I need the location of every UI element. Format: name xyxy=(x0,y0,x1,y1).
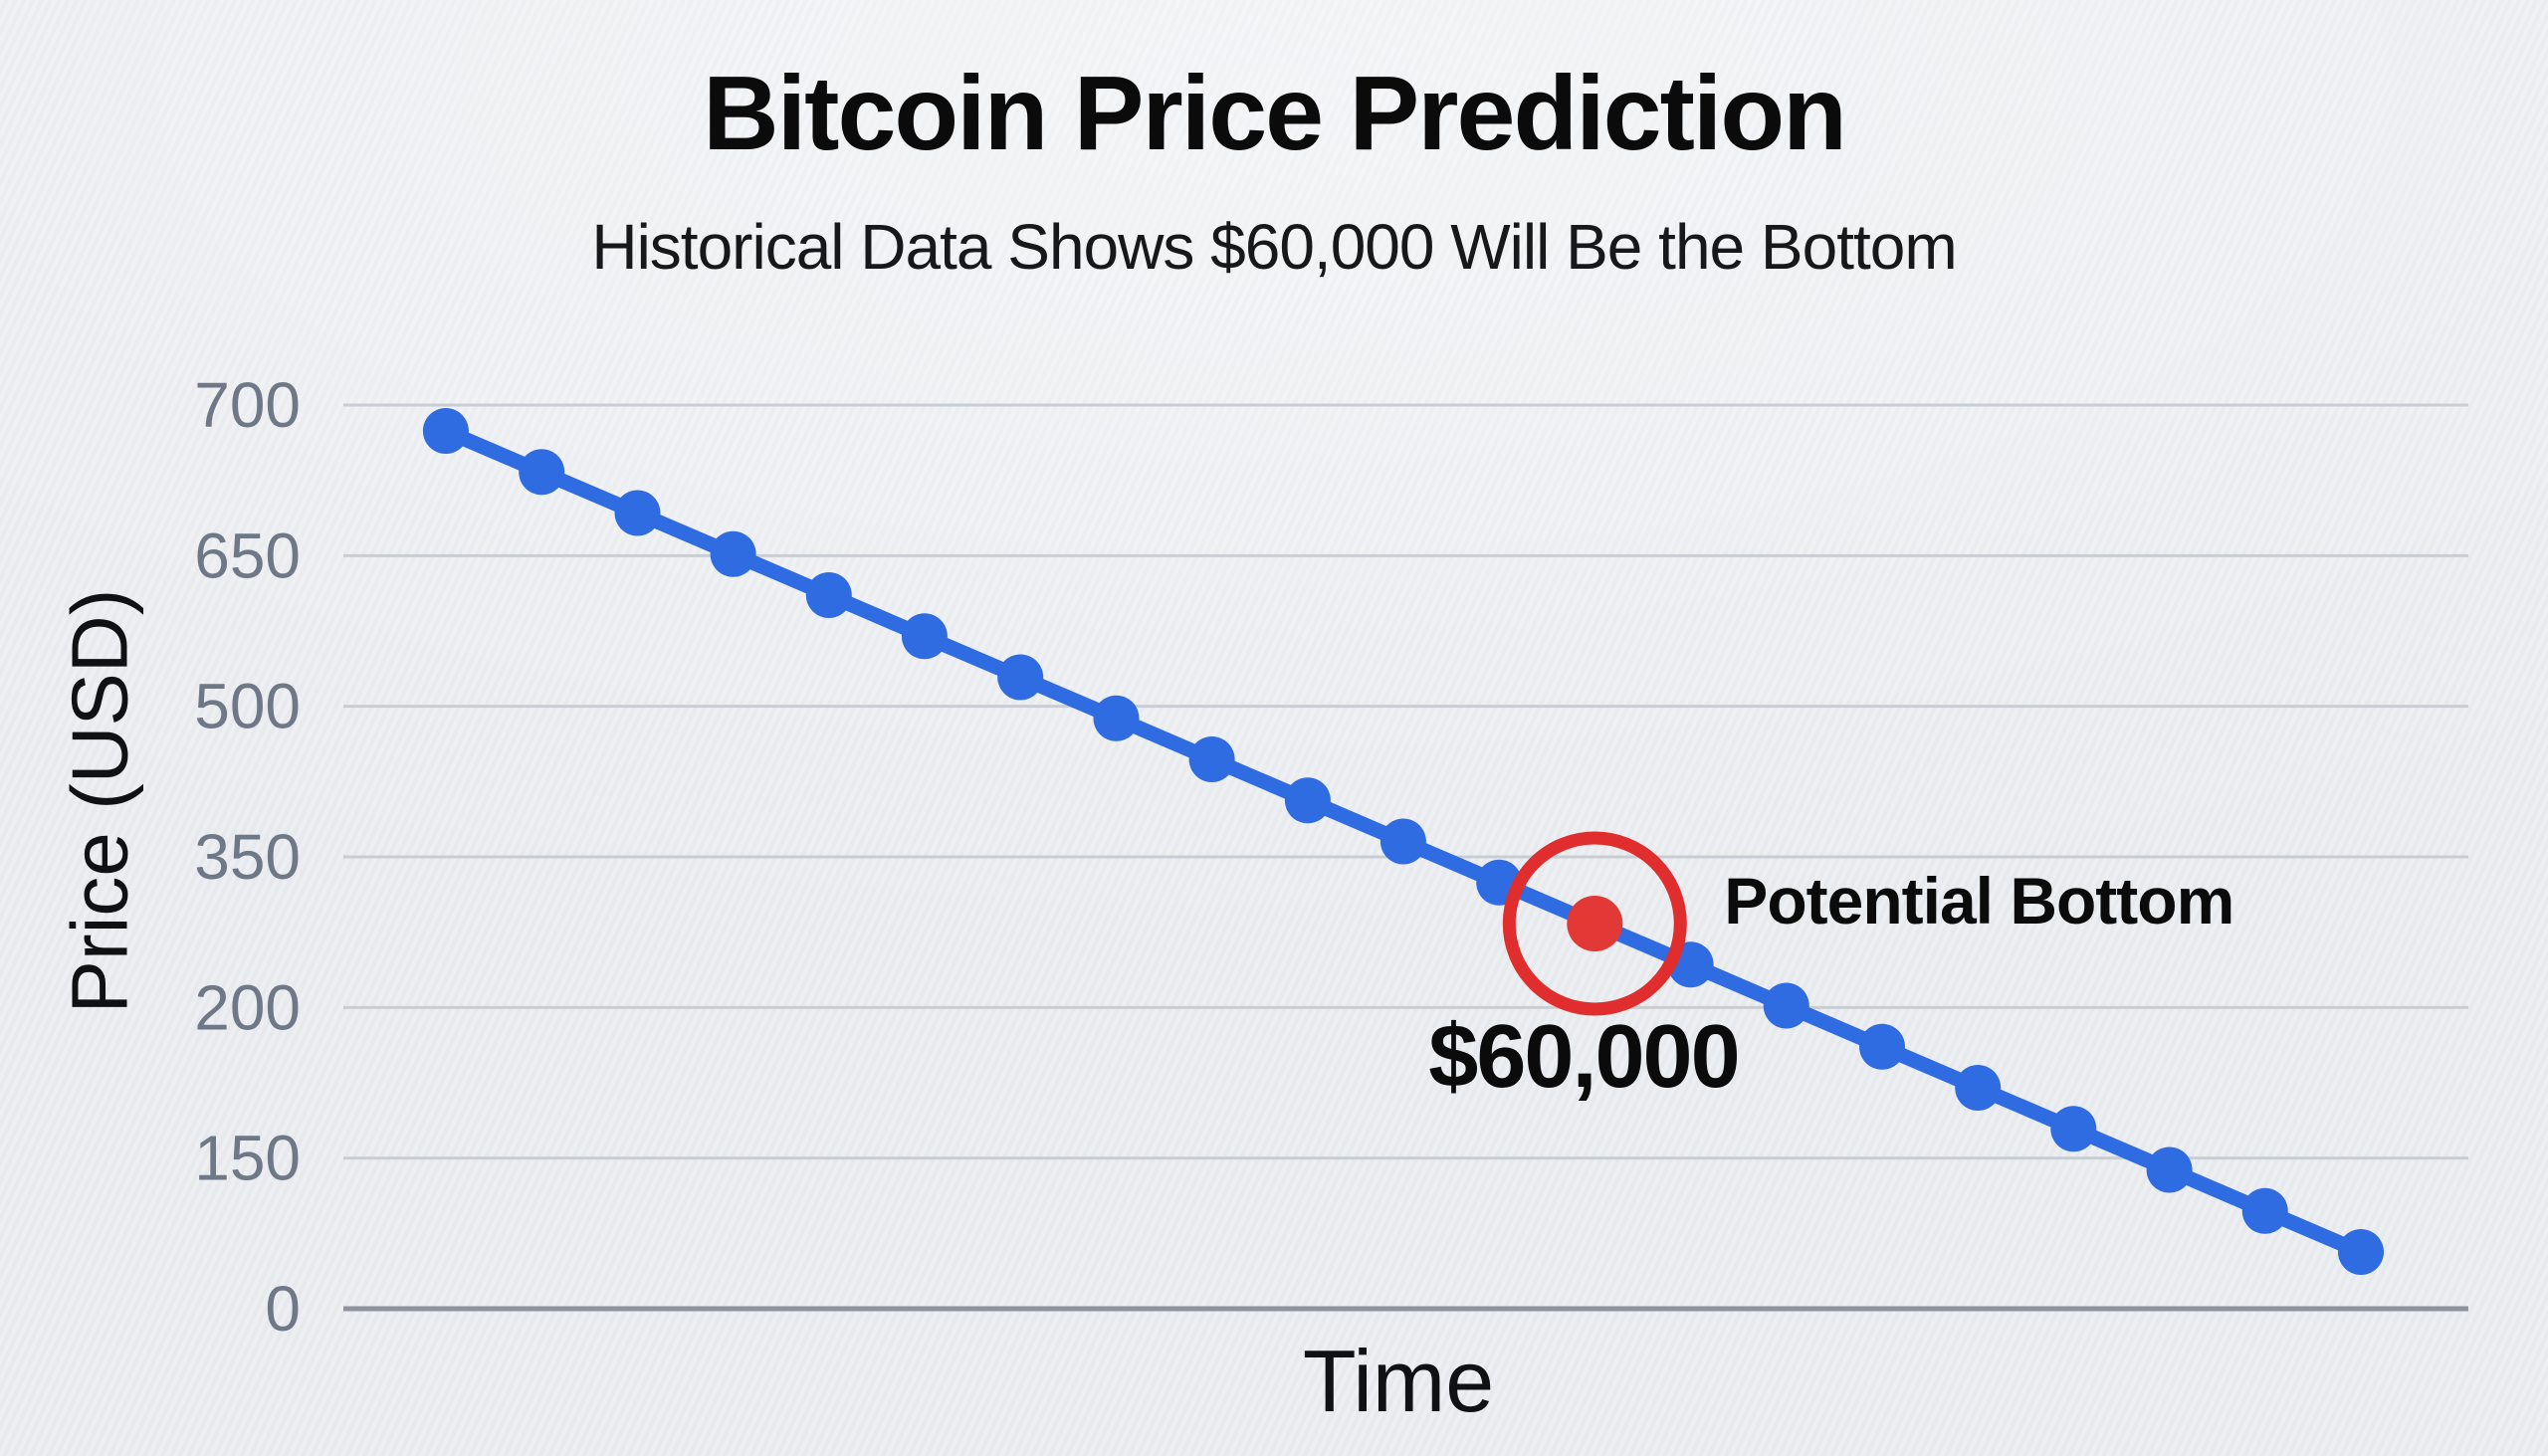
data-point xyxy=(2146,1146,2193,1193)
y-tick-label: 700 xyxy=(194,369,301,441)
annotation-label: Potential Bottom xyxy=(1724,864,2233,937)
y-tick-label: 150 xyxy=(194,1123,301,1194)
data-point xyxy=(710,530,756,577)
data-point xyxy=(2241,1187,2288,1234)
y-tick-label: 650 xyxy=(194,520,301,591)
y-tick-label: 350 xyxy=(194,821,301,893)
data-point xyxy=(1955,1065,2002,1111)
annotation-group: Potential Bottom $60,000 xyxy=(1428,831,2234,1107)
data-point xyxy=(1284,777,1331,824)
data-point xyxy=(2338,1229,2384,1275)
data-point xyxy=(1859,1023,1905,1070)
highlight-point xyxy=(1567,896,1623,951)
data-point xyxy=(1093,695,1140,741)
page-subtitle: Historical Data Shows $60,000 Will Be th… xyxy=(591,211,1957,283)
data-point xyxy=(901,613,948,660)
data-point xyxy=(805,572,852,618)
y-tick-label: 500 xyxy=(194,671,301,742)
price-series-group xyxy=(422,408,2384,1275)
y-tick-label: 200 xyxy=(194,971,301,1043)
gridlines-group xyxy=(343,403,2468,1312)
data-point xyxy=(1188,736,1235,782)
data-point xyxy=(1380,818,1426,865)
data-point xyxy=(519,449,565,496)
page-title: Bitcoin Price Prediction xyxy=(703,55,1847,172)
data-point xyxy=(422,408,469,454)
x-axis-label: Time xyxy=(1303,1332,1494,1430)
y-axis-label: Price (USD) xyxy=(56,589,144,1014)
data-point xyxy=(2050,1106,2097,1152)
data-point xyxy=(614,490,661,536)
data-point xyxy=(1763,982,1809,1029)
annotation-value: $60,000 xyxy=(1428,1007,1738,1107)
data-point xyxy=(997,654,1044,701)
highlight-ring xyxy=(1502,831,1687,1016)
y-tick-labels-group: 700 650 500 350 200 150 0 xyxy=(194,369,301,1345)
y-tick-label: 0 xyxy=(265,1273,301,1345)
